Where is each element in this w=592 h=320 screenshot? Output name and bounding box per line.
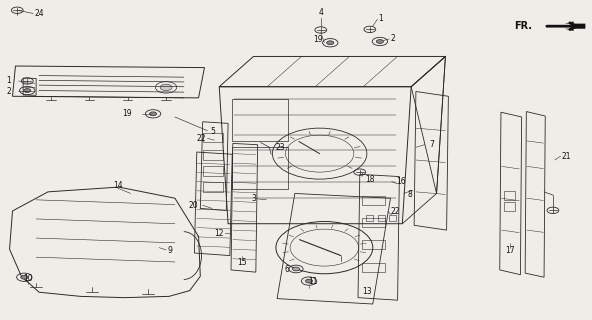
- Polygon shape: [565, 21, 585, 31]
- Text: 5: 5: [210, 127, 215, 136]
- Text: 21: 21: [562, 152, 571, 161]
- Bar: [202, 182, 223, 192]
- Bar: [366, 215, 373, 221]
- Text: 13: 13: [362, 287, 372, 296]
- Text: 16: 16: [397, 177, 406, 186]
- Text: 6: 6: [284, 265, 289, 275]
- Bar: [378, 215, 385, 221]
- Text: 10: 10: [24, 274, 33, 283]
- Bar: [202, 150, 223, 160]
- Bar: [390, 215, 397, 221]
- Bar: [504, 191, 514, 200]
- Bar: [202, 133, 223, 142]
- Circle shape: [377, 40, 384, 44]
- Text: 1: 1: [379, 14, 384, 23]
- Circle shape: [150, 112, 157, 116]
- Text: 22: 22: [391, 207, 400, 216]
- Text: 12: 12: [214, 229, 224, 238]
- Text: 2: 2: [391, 34, 395, 43]
- Circle shape: [327, 41, 334, 45]
- Bar: [362, 218, 385, 227]
- Bar: [362, 196, 385, 204]
- Text: 23: 23: [275, 143, 285, 152]
- Bar: [504, 202, 514, 211]
- Text: 20: 20: [189, 201, 198, 210]
- Text: FR.: FR.: [514, 21, 532, 31]
- Text: 14: 14: [113, 181, 123, 190]
- Text: 15: 15: [237, 258, 246, 267]
- Bar: [362, 263, 385, 271]
- Text: 22: 22: [197, 134, 206, 143]
- Text: 18: 18: [366, 175, 375, 184]
- Text: 9: 9: [168, 246, 172, 255]
- Circle shape: [305, 279, 313, 283]
- Text: 17: 17: [505, 246, 514, 255]
- Circle shape: [292, 267, 300, 271]
- Text: 3: 3: [251, 194, 256, 204]
- Bar: [202, 166, 223, 176]
- Text: 11: 11: [308, 277, 317, 286]
- Text: 4: 4: [318, 8, 323, 17]
- Text: 1: 1: [7, 76, 11, 85]
- Bar: [362, 240, 385, 249]
- Text: 8: 8: [407, 190, 412, 199]
- Bar: [232, 100, 288, 141]
- Text: 19: 19: [122, 109, 132, 118]
- Text: 24: 24: [34, 9, 44, 18]
- Bar: [232, 147, 288, 189]
- Circle shape: [24, 89, 31, 92]
- Text: 7: 7: [429, 140, 434, 149]
- Circle shape: [21, 275, 28, 279]
- Text: 2: 2: [7, 87, 11, 96]
- Text: 19: 19: [313, 35, 323, 44]
- Circle shape: [160, 84, 172, 91]
